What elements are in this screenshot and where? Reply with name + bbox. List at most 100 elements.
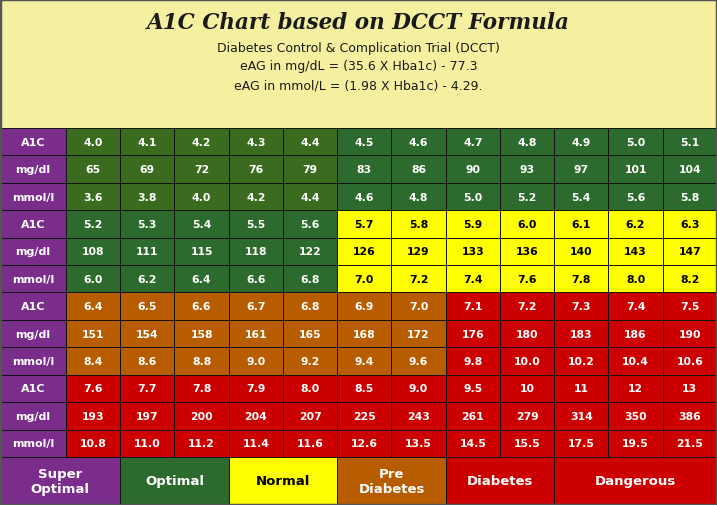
Text: 86: 86	[411, 165, 426, 175]
Text: 4.4: 4.4	[300, 192, 320, 202]
Bar	[609, 238, 663, 266]
Bar	[663, 430, 717, 457]
Text: 5.2: 5.2	[518, 192, 537, 202]
Text: 13: 13	[683, 384, 698, 393]
Bar	[446, 129, 500, 156]
Text: 5.5: 5.5	[246, 220, 265, 229]
Text: 168: 168	[353, 329, 376, 339]
Text: 14.5: 14.5	[460, 438, 486, 448]
Text: 76: 76	[248, 165, 263, 175]
Bar	[229, 211, 283, 238]
Bar	[66, 129, 120, 156]
Bar	[0, 293, 66, 320]
Bar	[554, 347, 609, 375]
Text: 10.6: 10.6	[676, 357, 703, 366]
Text: mmol/l: mmol/l	[12, 438, 54, 448]
Text: 7.8: 7.8	[571, 274, 591, 284]
Bar	[500, 375, 554, 402]
Text: 7.6: 7.6	[518, 274, 537, 284]
Text: 350: 350	[625, 411, 647, 421]
Text: 147: 147	[678, 247, 701, 257]
Bar	[174, 402, 229, 430]
Text: 190: 190	[678, 329, 701, 339]
Bar	[120, 183, 174, 211]
Text: 90: 90	[465, 165, 480, 175]
Text: 183: 183	[570, 329, 593, 339]
Text: 6.8: 6.8	[300, 301, 320, 312]
Bar	[0, 0, 717, 129]
Text: 5.8: 5.8	[409, 220, 428, 229]
Text: 115: 115	[190, 247, 213, 257]
Bar	[283, 266, 337, 293]
Bar	[120, 402, 174, 430]
Text: 4.3: 4.3	[246, 137, 265, 147]
Bar	[446, 266, 500, 293]
Text: 6.4: 6.4	[83, 301, 103, 312]
Text: 5.4: 5.4	[192, 220, 212, 229]
Text: 129: 129	[407, 247, 430, 257]
Bar	[120, 266, 174, 293]
Bar	[66, 266, 120, 293]
Bar	[283, 129, 337, 156]
Bar	[66, 183, 120, 211]
Bar	[0, 402, 66, 430]
Text: Super
Optimal: Super Optimal	[31, 467, 90, 495]
Bar	[174, 347, 229, 375]
Text: 9.2: 9.2	[300, 357, 320, 366]
Text: 4.4: 4.4	[300, 137, 320, 147]
Bar	[229, 347, 283, 375]
Bar	[609, 347, 663, 375]
Text: 97: 97	[574, 165, 589, 175]
Text: 4.2: 4.2	[246, 192, 265, 202]
Bar	[229, 402, 283, 430]
Bar	[337, 211, 391, 238]
Text: 9.5: 9.5	[463, 384, 483, 393]
Bar	[174, 238, 229, 266]
Bar	[446, 347, 500, 375]
Bar	[0, 238, 66, 266]
Bar	[500, 430, 554, 457]
Text: 7.3: 7.3	[571, 301, 591, 312]
Bar	[500, 320, 554, 347]
Text: 161: 161	[244, 329, 267, 339]
Bar	[229, 238, 283, 266]
Text: 5.1: 5.1	[680, 137, 700, 147]
Text: 6.3: 6.3	[680, 220, 700, 229]
Bar	[554, 129, 609, 156]
Text: 5.9: 5.9	[463, 220, 483, 229]
Bar	[337, 457, 446, 505]
Bar	[0, 457, 120, 505]
Bar	[391, 320, 446, 347]
Bar	[554, 430, 609, 457]
Bar	[229, 293, 283, 320]
Bar	[446, 156, 500, 183]
Text: 8.2: 8.2	[680, 274, 700, 284]
Text: 4.9: 4.9	[571, 137, 591, 147]
Text: 9.4: 9.4	[355, 357, 374, 366]
Text: 11: 11	[574, 384, 589, 393]
Bar	[500, 129, 554, 156]
Text: 15.5: 15.5	[514, 438, 541, 448]
Text: 10: 10	[520, 384, 535, 393]
Bar	[663, 375, 717, 402]
Text: 83: 83	[357, 165, 372, 175]
Bar	[0, 375, 66, 402]
Text: 386: 386	[678, 411, 701, 421]
Text: 5.7: 5.7	[355, 220, 374, 229]
Bar	[663, 129, 717, 156]
Bar	[120, 211, 174, 238]
Bar	[283, 293, 337, 320]
Text: 158: 158	[190, 329, 213, 339]
Bar	[446, 183, 500, 211]
Bar	[554, 183, 609, 211]
Bar	[391, 375, 446, 402]
Text: 165: 165	[299, 329, 321, 339]
Text: mg/dl: mg/dl	[16, 411, 50, 421]
Text: 7.2: 7.2	[518, 301, 537, 312]
Text: 5.6: 5.6	[300, 220, 320, 229]
Text: 6.6: 6.6	[192, 301, 212, 312]
Text: eAG in mg/dL = (35.6 X Hba1c) - 77.3: eAG in mg/dL = (35.6 X Hba1c) - 77.3	[239, 60, 478, 73]
Bar	[446, 402, 500, 430]
Bar	[229, 129, 283, 156]
Text: 8.5: 8.5	[355, 384, 374, 393]
